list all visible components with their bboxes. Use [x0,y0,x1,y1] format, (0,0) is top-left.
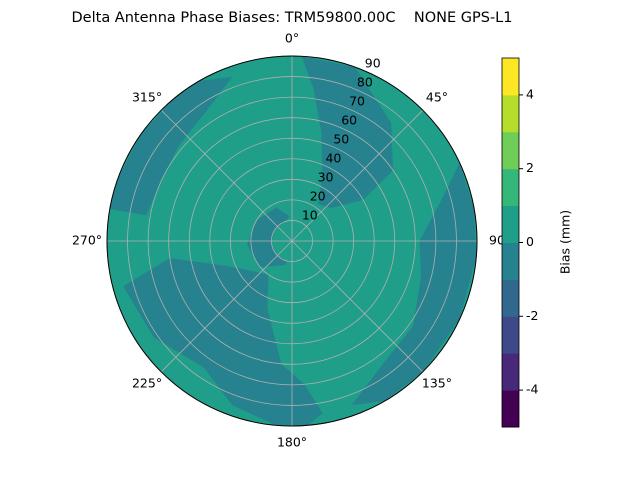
colorbar-band [502,205,519,243]
contour-region [109,76,233,216]
r-tick-label: 40 [325,151,341,166]
r-tick-label: 80 [357,75,373,90]
r-tick-label: 20 [310,189,326,204]
r-tick-label: 10 [302,208,318,223]
contour-region [301,56,394,208]
r-tick-label: 50 [333,132,349,147]
colorbar-tick-label: 0 [526,234,534,249]
grid-spoke [291,109,424,242]
colorbar-tick-label: -4 [526,382,539,397]
colorbar-band [502,242,519,280]
theta-tick-label: 0° [285,31,299,46]
colorbar-tick-label: 4 [526,86,534,101]
contour-region [246,207,290,268]
theta-tick-label: 90 [489,233,505,248]
colorbar-band [502,353,519,391]
grid-spoke [160,109,293,242]
theta-tick-label: 45° [426,90,448,105]
chart-title: Delta Antenna Phase Biases: TRM59800.00C… [72,10,513,26]
theta-tick-label: 270° [72,233,102,248]
grid-spoke [291,240,424,373]
colorbar-band [502,58,519,96]
colorbar-band [502,316,519,354]
colorbar-tick-label: -2 [526,308,538,323]
grid-spoke [160,240,293,373]
polar-frame [106,55,478,427]
r-tick-label: 90 [365,56,381,71]
colorbar-band [502,131,519,170]
theta-tick-label: 225° [132,375,162,390]
r-tick-label: 60 [341,113,357,128]
theta-tick-label: 135° [422,375,452,390]
contour-region [351,162,477,406]
colorbar-band [502,279,519,317]
colorbar-band [502,390,519,428]
r-tick-label: 30 [318,170,334,185]
colorbar-band [502,168,519,207]
theta-tick-label: 315° [132,90,162,105]
r-tick-label: 70 [349,94,365,109]
theta-tick-label: 180° [277,435,307,450]
colorbar-band [502,94,519,133]
colorbar-tick-label: 2 [526,160,534,175]
colorbar-label: Bias (mm) [558,210,573,274]
